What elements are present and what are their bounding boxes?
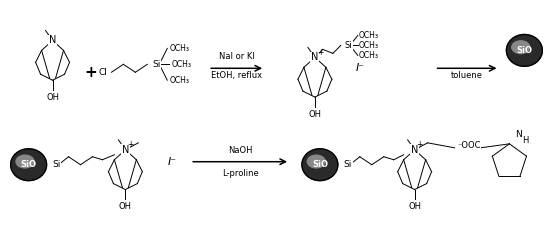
Text: ⁻OOC: ⁻OOC xyxy=(458,141,481,150)
Ellipse shape xyxy=(506,34,542,66)
Ellipse shape xyxy=(11,149,47,181)
Ellipse shape xyxy=(307,155,325,168)
Text: I⁻: I⁻ xyxy=(355,63,365,73)
Text: SiO: SiO xyxy=(516,46,532,55)
Text: OCH₃: OCH₃ xyxy=(359,41,379,50)
Text: Si: Si xyxy=(345,41,352,50)
Text: L-proline: L-proline xyxy=(222,169,259,178)
Text: H: H xyxy=(522,136,529,145)
Ellipse shape xyxy=(512,41,530,54)
Text: N: N xyxy=(311,52,319,62)
Text: N: N xyxy=(515,130,522,139)
Text: toluene: toluene xyxy=(451,71,483,80)
Text: Si: Si xyxy=(344,160,352,169)
Ellipse shape xyxy=(302,149,338,181)
Text: +: + xyxy=(127,140,134,149)
Text: SiO: SiO xyxy=(20,160,37,169)
Text: OCH₃: OCH₃ xyxy=(170,76,189,85)
Text: +: + xyxy=(84,65,97,80)
Text: N: N xyxy=(411,145,418,155)
Text: N: N xyxy=(49,35,57,46)
Text: Cl: Cl xyxy=(99,68,108,77)
Text: OCH₃: OCH₃ xyxy=(170,44,189,53)
Text: EtOH, reflux: EtOH, reflux xyxy=(211,71,262,80)
Text: Si: Si xyxy=(152,60,161,69)
Text: OH: OH xyxy=(408,203,421,211)
Text: OCH₃: OCH₃ xyxy=(359,31,379,40)
Ellipse shape xyxy=(16,155,34,168)
Text: Si: Si xyxy=(53,160,61,169)
Text: NaOH: NaOH xyxy=(228,146,252,155)
Text: I⁻: I⁻ xyxy=(168,157,177,167)
Text: NaI or KI: NaI or KI xyxy=(219,52,254,61)
Text: N: N xyxy=(122,145,129,155)
Text: OCH₃: OCH₃ xyxy=(359,51,379,60)
Text: OH: OH xyxy=(119,203,132,211)
Text: +: + xyxy=(417,140,423,149)
Text: SiO: SiO xyxy=(312,160,328,169)
Text: OH: OH xyxy=(46,93,59,102)
Text: OCH₃: OCH₃ xyxy=(171,60,191,69)
Text: +: + xyxy=(317,48,323,57)
Text: OH: OH xyxy=(309,110,321,119)
